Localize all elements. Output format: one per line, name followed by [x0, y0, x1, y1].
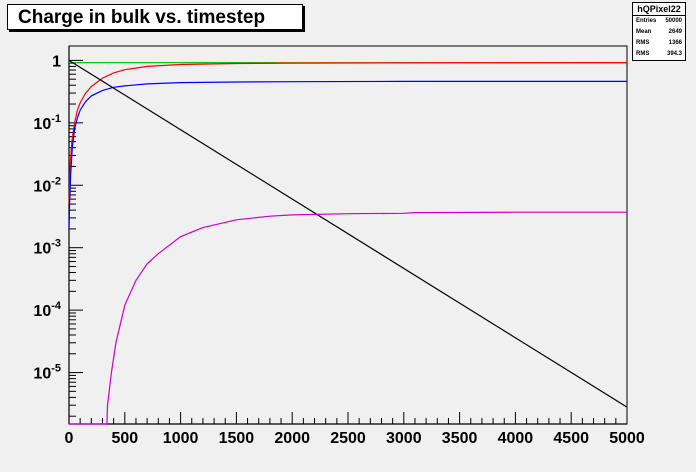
stats-label: RMS — [636, 40, 650, 46]
stats-value: 2649 — [668, 29, 682, 35]
plot-frame — [68, 45, 628, 425]
x-tick-label: 500 — [111, 430, 138, 447]
x-tick-label: 0 — [65, 430, 74, 447]
x-tick-label: 4000 — [498, 430, 534, 447]
stats-row-mean: Mean 2649 — [633, 27, 685, 38]
y-tick-label: 10-4 — [33, 300, 61, 320]
chart-title: Charge in bulk vs. timestep — [7, 4, 303, 30]
x-tick-label: 1500 — [219, 430, 255, 447]
stats-row-rms-y: RMS 394.3 — [633, 49, 685, 60]
x-tick-label: 2500 — [330, 430, 366, 447]
stats-value: 1366 — [668, 40, 682, 46]
stats-value: 50000 — [665, 18, 682, 24]
y-tick-label: 1 — [52, 53, 61, 70]
stats-value: 394.3 — [666, 51, 682, 57]
series-line-red — [68, 61, 628, 205]
stats-label: Mean — [636, 29, 652, 35]
x-tick-label: 5000 — [609, 430, 645, 447]
series-line-black — [68, 59, 628, 408]
y-tick-label: 10-5 — [33, 363, 61, 383]
y-tick-label: 10-2 — [33, 175, 61, 195]
stats-label: RMS — [636, 51, 650, 57]
y-tick-label: 10-3 — [33, 238, 61, 258]
stats-label: Entries — [636, 18, 657, 24]
x-tick-label: 2000 — [274, 430, 310, 447]
y-tick-label: 10-1 — [33, 113, 61, 133]
x-tick-label: 4500 — [553, 430, 589, 447]
x-tick-label: 3500 — [442, 430, 478, 447]
x-tick-label: 3000 — [386, 430, 422, 447]
stats-name: hQPixel22 — [633, 3, 685, 16]
stats-row-entries: Entries 50000 — [633, 16, 685, 27]
series-line-magenta — [69, 211, 627, 425]
stats-row-rms-x: RMS 1366 — [633, 38, 685, 49]
stats-box: hQPixel22 Entries 50000 Mean 2649 RMS 13… — [632, 2, 686, 61]
x-tick-label: 1000 — [163, 430, 199, 447]
series-line-blue — [68, 80, 627, 229]
